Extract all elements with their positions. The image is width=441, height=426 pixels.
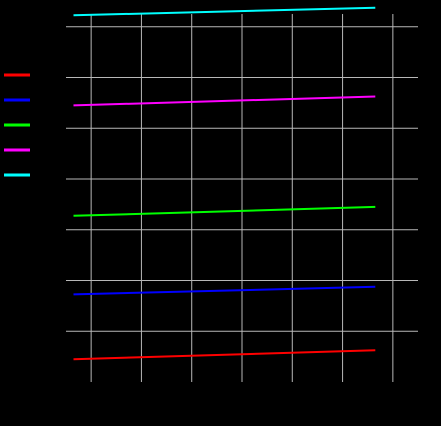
grid [66, 14, 418, 382]
series-line-3 [73, 205, 376, 217]
series-line-1 [73, 349, 376, 361]
legend [4, 73, 30, 177]
series-lines [73, 6, 376, 361]
series-line-2 [73, 285, 376, 296]
series-line-5 [73, 6, 376, 17]
series-line-4 [73, 95, 376, 107]
